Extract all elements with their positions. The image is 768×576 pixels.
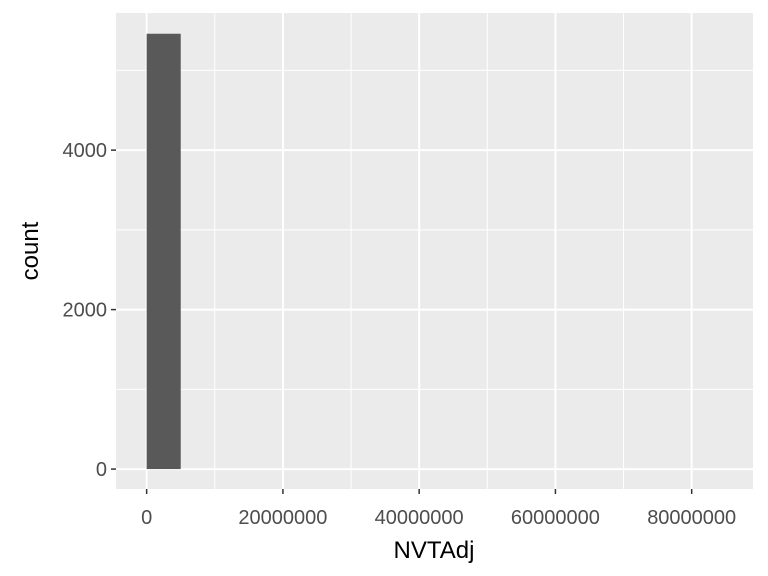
y-tick-label: 2000 (63, 300, 108, 322)
histogram-bar (146, 33, 181, 470)
major-gridlines (116, 13, 753, 489)
y-axis-title: count (17, 221, 44, 280)
histogram-bars (146, 33, 181, 470)
plot-panel (116, 13, 753, 489)
y-tick-label: 4000 (63, 140, 108, 162)
x-tick-label: 20000000 (238, 507, 327, 529)
minor-gridlines (116, 13, 753, 489)
x-tick-label: 0 (141, 507, 152, 529)
x-tick-label: 60000000 (511, 507, 600, 529)
x-tick-label: 40000000 (375, 507, 464, 529)
y-axis: 0 2000 4000 (63, 140, 116, 481)
x-axis: 0 20000000 40000000 60000000 80000000 (141, 489, 736, 529)
x-tick-label: 80000000 (647, 507, 736, 529)
y-tick-label: 0 (96, 459, 107, 481)
x-axis-title: NVTAdj (394, 537, 475, 564)
